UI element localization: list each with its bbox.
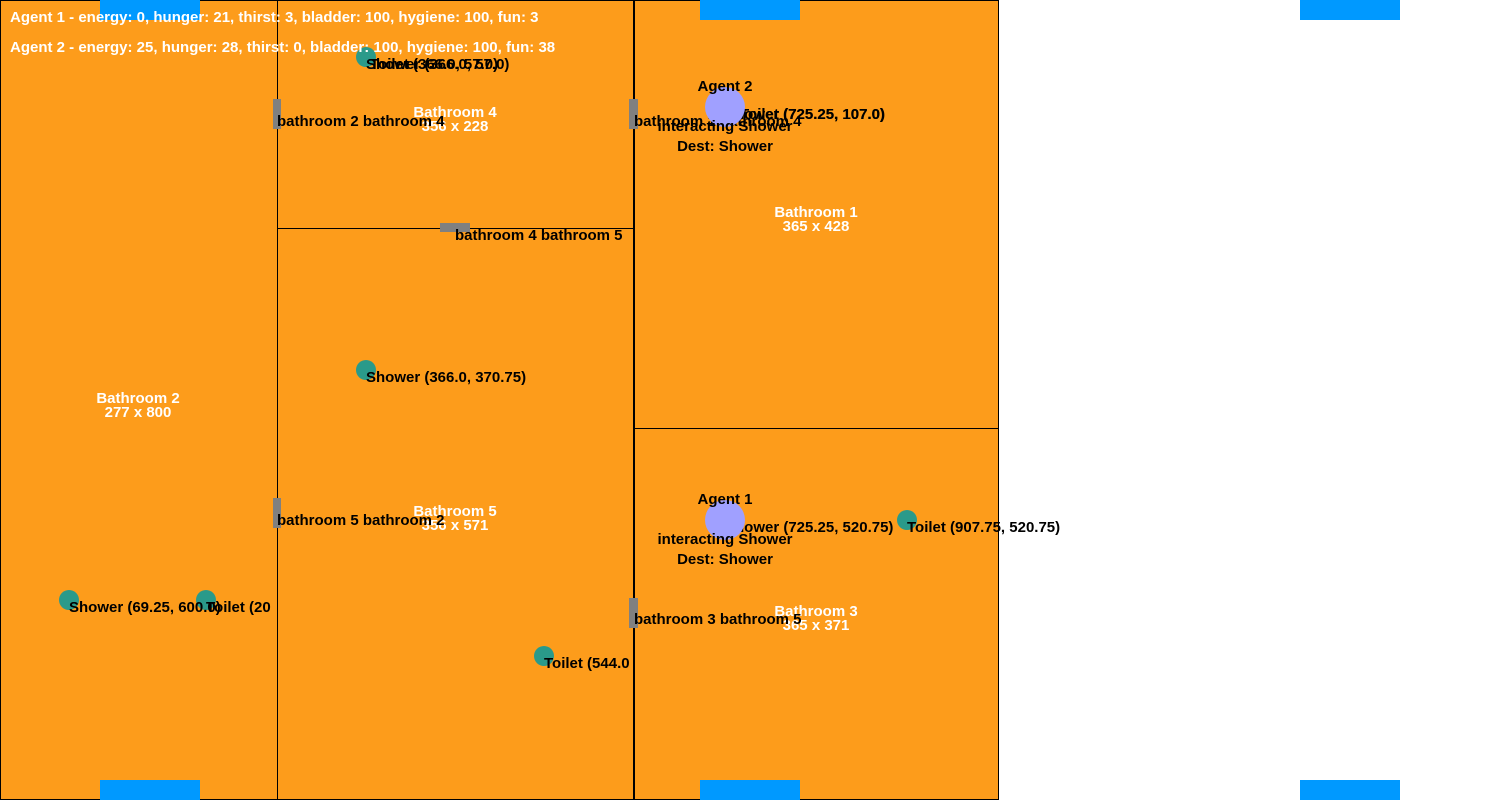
- spawn-marker-top-1-over: [100, 0, 200, 20]
- door-bathroom-1-bathroom-4[interactable]: [629, 99, 638, 129]
- object-label-shower: Shower (725.25, 520.75): [725, 519, 894, 536]
- object-label-shower: Shower (69.25, 600.0): [69, 599, 221, 616]
- object-label-toilet: Toilet (20: [206, 599, 271, 616]
- room-size: 356 x 571: [421, 517, 489, 534]
- door-bathroom-5-bathroom-2[interactable]: [273, 498, 281, 528]
- agent-1-status: interacting Shower: [657, 531, 793, 548]
- room-bathroom-1: [634, 0, 999, 429]
- shower-icon[interactable]: [59, 590, 79, 610]
- spawn-marker-top-3: [1300, 0, 1400, 20]
- agent-2-token[interactable]: [705, 87, 745, 127]
- door-label: bathroom 3 bathroom 5: [634, 611, 802, 628]
- shower-icon[interactable]: [356, 47, 376, 67]
- object-label-toilet: Toilet (544.0: [544, 655, 630, 672]
- toilet-icon[interactable]: [897, 510, 917, 530]
- room-name: Bathroom 1: [774, 204, 858, 221]
- room-size: 365 x 371: [782, 617, 850, 634]
- object-label-toilet: Toilet (366.0, 57.0): [370, 56, 499, 73]
- room-size: 356 x 228: [421, 118, 489, 135]
- object-label-toilet: Toilet (725.25, 107.0): [740, 106, 885, 123]
- toilet-icon[interactable]: [196, 590, 216, 610]
- spawn-marker-top-2-over: [700, 0, 800, 20]
- agent-2-destination: Dest: Shower: [677, 138, 773, 155]
- room-label-bathroom-4: Bathroom 4 356 x 228: [413, 104, 497, 135]
- toilet-icon[interactable]: [534, 646, 554, 666]
- door-label: bathroom 4 bathroom 5: [455, 227, 623, 244]
- room-bathroom-2: [0, 0, 278, 800]
- door-bathroom-3-bathroom-5[interactable]: [629, 598, 638, 628]
- room-label-bathroom-3: Bathroom 3 365 x 371: [774, 603, 858, 634]
- hud-agent-1-stats: Agent 1 - energy: 0, hunger: 21, thirst:…: [10, 9, 539, 26]
- spawn-marker-bottom-2: [700, 780, 800, 800]
- spawn-marker-bottom-3: [1300, 780, 1400, 800]
- room-label-bathroom-1: Bathroom 1 365 x 428: [774, 204, 858, 235]
- room-name: Bathroom 5: [413, 503, 497, 520]
- door-label: bathroom 2 bathroom 4: [277, 113, 445, 130]
- agent-2-name: Agent 2: [697, 78, 753, 95]
- agent-1-name: Agent 1: [697, 491, 753, 508]
- hud-agent-2-stats: Agent 2 - energy: 25, hunger: 28, thirst…: [10, 39, 556, 56]
- room-name: Bathroom 2: [96, 390, 180, 407]
- room-name: Bathroom 4: [413, 104, 497, 121]
- object-label-toilet: Toilet (907.75, 520.75): [907, 519, 1061, 536]
- room-bathroom-5: [277, 228, 634, 800]
- room-name: Bathroom 3: [774, 603, 858, 620]
- agent-2-status: interacting Shower: [657, 118, 793, 135]
- door-bathroom-4-bathroom-5[interactable]: [440, 223, 470, 232]
- door-label: bathroom 5 bathroom 2: [277, 512, 445, 529]
- shower-icon[interactable]: [356, 360, 376, 380]
- room-label-bathroom-5: Bathroom 5 356 x 571: [413, 503, 497, 534]
- object-label-shower: Shower (366.0, 57.0): [366, 56, 510, 73]
- agent-1-destination: Dest: Shower: [677, 551, 773, 568]
- room-size: 277 x 800: [104, 404, 172, 421]
- room-size: 365 x 428: [782, 218, 850, 235]
- agent-1-token[interactable]: [705, 500, 745, 540]
- object-label-shower: Shower (366.0, 370.75): [366, 369, 527, 386]
- object-label-shower: Shower (725.25, 107.0): [725, 106, 886, 123]
- room-label-bathroom-2: Bathroom 2 277 x 800: [96, 390, 180, 421]
- door-bathroom-2-bathroom-4[interactable]: [273, 99, 281, 129]
- spawn-marker-bottom-1: [100, 780, 200, 800]
